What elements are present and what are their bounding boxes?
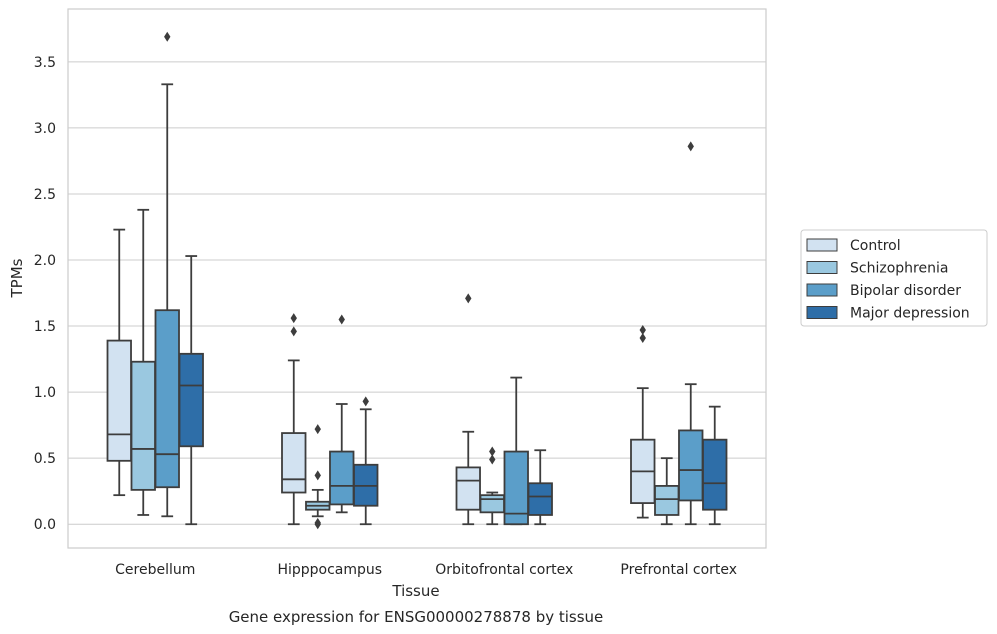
outlier-point <box>290 326 297 337</box>
outlier-point <box>314 470 321 481</box>
y-axis-title: TPMs <box>8 258 26 298</box>
y-tick-label: 2.5 <box>34 187 56 203</box>
y-tick-label: 3.5 <box>34 55 56 71</box>
outlier-point <box>338 314 345 325</box>
box-plot <box>353 396 379 526</box>
legend-label: Schizophrenia <box>850 261 948 277</box>
legend-label: Bipolar disorder <box>850 283 961 299</box>
box-plot <box>503 376 529 526</box>
x-tick-label: Cerebellum <box>115 562 195 578</box>
x-tick-label: Orbitofrontal cortex <box>435 562 573 578</box>
box-plot <box>702 405 728 526</box>
outlier-point <box>639 332 646 343</box>
legend-swatch <box>806 283 838 297</box>
box-plot <box>630 325 656 519</box>
outlier-point <box>465 293 472 304</box>
iqr-box <box>106 339 132 462</box>
box-plot <box>106 228 132 497</box>
outlier-point <box>314 517 321 528</box>
box-plot <box>281 313 307 526</box>
outlier-point <box>314 424 321 435</box>
y-tick-label: 3.0 <box>34 121 56 137</box>
y-tick-label: 0.0 <box>34 517 56 533</box>
legend-label: Control <box>850 238 901 254</box>
iqr-box <box>154 309 180 489</box>
iqr-box <box>479 494 505 514</box>
legend-swatch <box>806 238 838 252</box>
iqr-box <box>178 352 204 448</box>
box-plot <box>678 141 704 526</box>
y-tick-label: 1.5 <box>34 319 56 335</box>
legend-frame <box>800 229 988 327</box>
iqr-box <box>455 466 481 511</box>
iqr-box <box>702 438 728 511</box>
x-axis-title: Tissue <box>391 582 439 600</box>
x-tick-label: Prefrontal cortex <box>620 562 737 578</box>
outlier-point <box>489 446 496 457</box>
box-plot <box>455 293 481 526</box>
box-plot <box>154 31 180 518</box>
box-plot <box>329 314 355 514</box>
legend-swatch <box>806 261 838 274</box>
box-plot <box>654 457 680 526</box>
iqr-box <box>130 360 156 491</box>
iqr-box <box>281 432 307 494</box>
iqr-box <box>527 482 553 516</box>
box-plots <box>106 31 728 530</box>
x-tick-labels: Cerebellum Hipppocampus Orbitofrontal cort… <box>115 562 737 578</box>
outlier-point <box>687 141 694 152</box>
iqr-box <box>678 429 704 502</box>
box-plot <box>305 424 331 530</box>
legend-label: Major depression <box>850 306 970 322</box>
outlier-point <box>164 31 171 42</box>
legend-swatch <box>806 306 838 319</box>
y-tick-labels: 0.0 0.5 1.0 1.5 2.0 2.5 3.0 3.5 <box>34 55 56 533</box>
box-plot <box>479 446 505 526</box>
box-plot <box>178 255 204 526</box>
outlier-point <box>290 313 297 324</box>
iqr-box <box>654 485 680 516</box>
chart-caption: Gene expression for ENSG00000278878 by t… <box>229 608 604 626</box>
y-tick-label: 2.0 <box>34 253 56 269</box>
y-tick-label: 0.5 <box>34 451 56 467</box>
outlier-point <box>362 396 369 407</box>
outlier-point <box>489 454 496 465</box>
legend-items: Control Schizophrenia Bipolar disorder Majo… <box>806 238 970 322</box>
box-plot <box>130 208 156 516</box>
plot-frame <box>67 8 767 549</box>
outlier-point <box>639 325 646 336</box>
x-tick-label: Hipppocampus <box>277 562 382 578</box>
iqr-box <box>329 450 355 506</box>
box-plot <box>527 449 553 526</box>
legend: Control Schizophrenia Bipolar disorder Majo… <box>800 229 988 327</box>
y-tick-label: 1.0 <box>34 385 56 401</box>
